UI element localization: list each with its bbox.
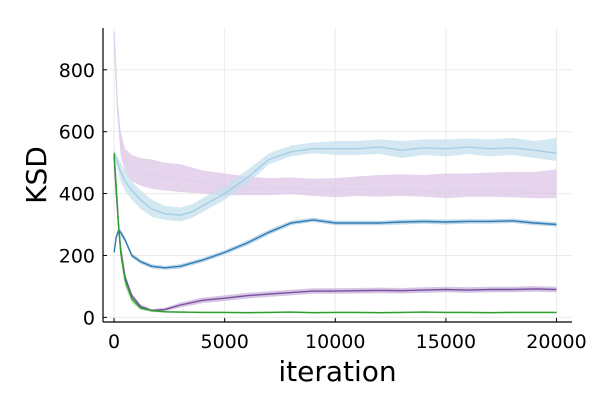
y-tick-label: 200 xyxy=(59,245,95,267)
x-ticks: 0 5000 10000 15000 20000 xyxy=(108,318,587,353)
y-tick-label: 800 xyxy=(59,60,95,82)
y-tick-label: 0 xyxy=(83,307,95,329)
x-tick-label: 20000 xyxy=(526,331,586,353)
y-tick-label: 600 xyxy=(59,122,95,144)
x-axis-title: iteration xyxy=(278,355,396,388)
y-tick-label: 400 xyxy=(59,184,95,206)
y-ticks: 0 200 400 600 800 xyxy=(59,60,107,329)
series-5-line xyxy=(113,153,557,314)
series-3-line xyxy=(113,219,557,269)
grid xyxy=(103,28,572,322)
x-tick-label: 15000 xyxy=(416,331,476,353)
series-lines xyxy=(113,32,557,314)
series-2-line xyxy=(113,146,557,216)
confidence-bands xyxy=(114,31,557,314)
series-3-band xyxy=(114,217,557,270)
axes xyxy=(102,28,572,323)
series-2-band xyxy=(114,137,557,222)
series-1-line xyxy=(113,32,557,194)
series-4-line xyxy=(113,156,557,312)
x-tick-label: 5000 xyxy=(200,331,248,353)
x-tick-label: 0 xyxy=(108,331,120,353)
series-1-band xyxy=(114,31,557,199)
y-axis-title: KSD xyxy=(20,146,53,204)
x-tick-label: 10000 xyxy=(305,331,365,353)
